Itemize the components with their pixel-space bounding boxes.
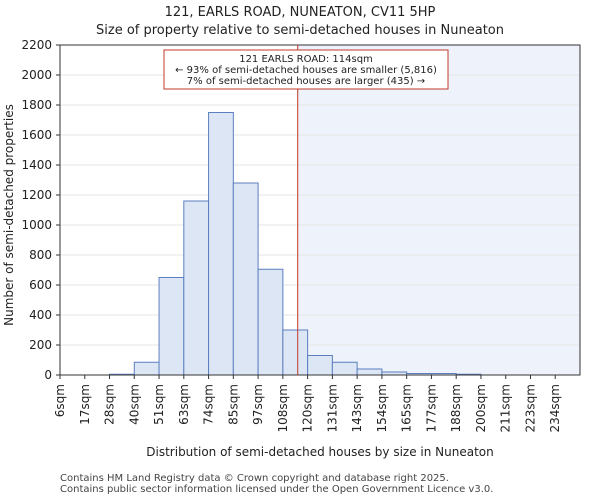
x-tick-label: 51sqm xyxy=(152,384,166,425)
annotation-line1: 121 EARLS ROAD: 114sqm xyxy=(239,54,373,65)
highlight-region xyxy=(297,45,580,375)
bar-51sqm xyxy=(158,277,185,376)
y-tick-label: 1000 xyxy=(21,218,52,232)
x-tick-label: 200sqm xyxy=(474,384,488,432)
footer-line1: Contains HM Land Registry data © Crown c… xyxy=(60,473,449,484)
plot-frame xyxy=(59,44,581,376)
x-tick-label: 85sqm xyxy=(226,384,240,425)
bar-40sqm xyxy=(133,361,160,376)
bar-85sqm xyxy=(232,182,259,376)
x-tick-label: 223sqm xyxy=(523,384,537,432)
bar-108sqm xyxy=(282,329,309,376)
y-tick-label: 400 xyxy=(29,308,52,322)
bar-97sqm xyxy=(257,268,284,376)
footer-line2: Contains public sector information licen… xyxy=(60,484,494,495)
y-tick-label: 1400 xyxy=(21,158,52,172)
annotation-box xyxy=(163,49,449,90)
y-axis-label: Number of semi-detached properties xyxy=(2,104,16,326)
y-tick-label: 1800 xyxy=(21,98,52,112)
annotation-line3: 7% of semi-detached houses are larger (4… xyxy=(187,76,425,87)
bar-74sqm xyxy=(208,112,234,376)
bar-63sqm xyxy=(183,200,210,376)
x-tick-label: 120sqm xyxy=(301,384,315,432)
annotation-line2: ← 93% of semi-detached houses are smalle… xyxy=(175,65,437,76)
y-axis: 0 200 400 600 800 1000 1200 1400 1600 1800 2000 220… xyxy=(21,38,60,382)
x-tick-label: 97sqm xyxy=(251,384,265,425)
x-tick-label: 234sqm xyxy=(548,384,562,432)
y-tick-label: 1200 xyxy=(21,188,52,202)
bars-group xyxy=(109,112,482,376)
x-tick-label: 74sqm xyxy=(202,384,216,425)
x-tick-label: 17sqm xyxy=(78,384,92,425)
bar-143sqm xyxy=(356,368,383,376)
y-tick-label: 1600 xyxy=(21,128,52,142)
y-tick-label: 0 xyxy=(44,368,52,382)
chart-title-line2: Size of property relative to semi-detach… xyxy=(96,23,504,38)
x-tick-label: 131sqm xyxy=(325,384,339,432)
bar-120sqm xyxy=(307,355,333,376)
y-tick-label: 200 xyxy=(29,338,52,352)
x-tick-label: 28sqm xyxy=(103,384,117,425)
x-tick-label: 63sqm xyxy=(177,384,191,425)
x-tick-label: 188sqm xyxy=(449,384,463,432)
y-tick-label: 2200 xyxy=(21,38,52,52)
x-axis-label: Distribution of semi-detached houses by … xyxy=(146,445,493,459)
bar-131sqm xyxy=(331,361,358,376)
x-tick-label: 108sqm xyxy=(276,384,290,432)
x-tick-label: 211sqm xyxy=(499,384,513,432)
y-tick-label: 600 xyxy=(29,278,52,292)
y-tick-label: 800 xyxy=(29,248,52,262)
x-tick-label: 177sqm xyxy=(424,384,438,432)
x-tick-label: 165sqm xyxy=(400,384,414,432)
chart-title-line1: 121, EARLS ROAD, NUNEATON, CV11 5HP xyxy=(165,5,436,20)
x-tick-label: 6sqm xyxy=(53,384,67,417)
x-tick-label: 154sqm xyxy=(375,384,389,432)
y-tick-label: 2000 xyxy=(21,68,52,82)
x-axis: 6sqm 17sqm 28sqm 40sqm 51sqm 63sqm 74sqm 85sqm 9… xyxy=(53,375,562,432)
x-tick-label: 40sqm xyxy=(127,384,141,425)
x-tick-label: 143sqm xyxy=(350,384,364,432)
